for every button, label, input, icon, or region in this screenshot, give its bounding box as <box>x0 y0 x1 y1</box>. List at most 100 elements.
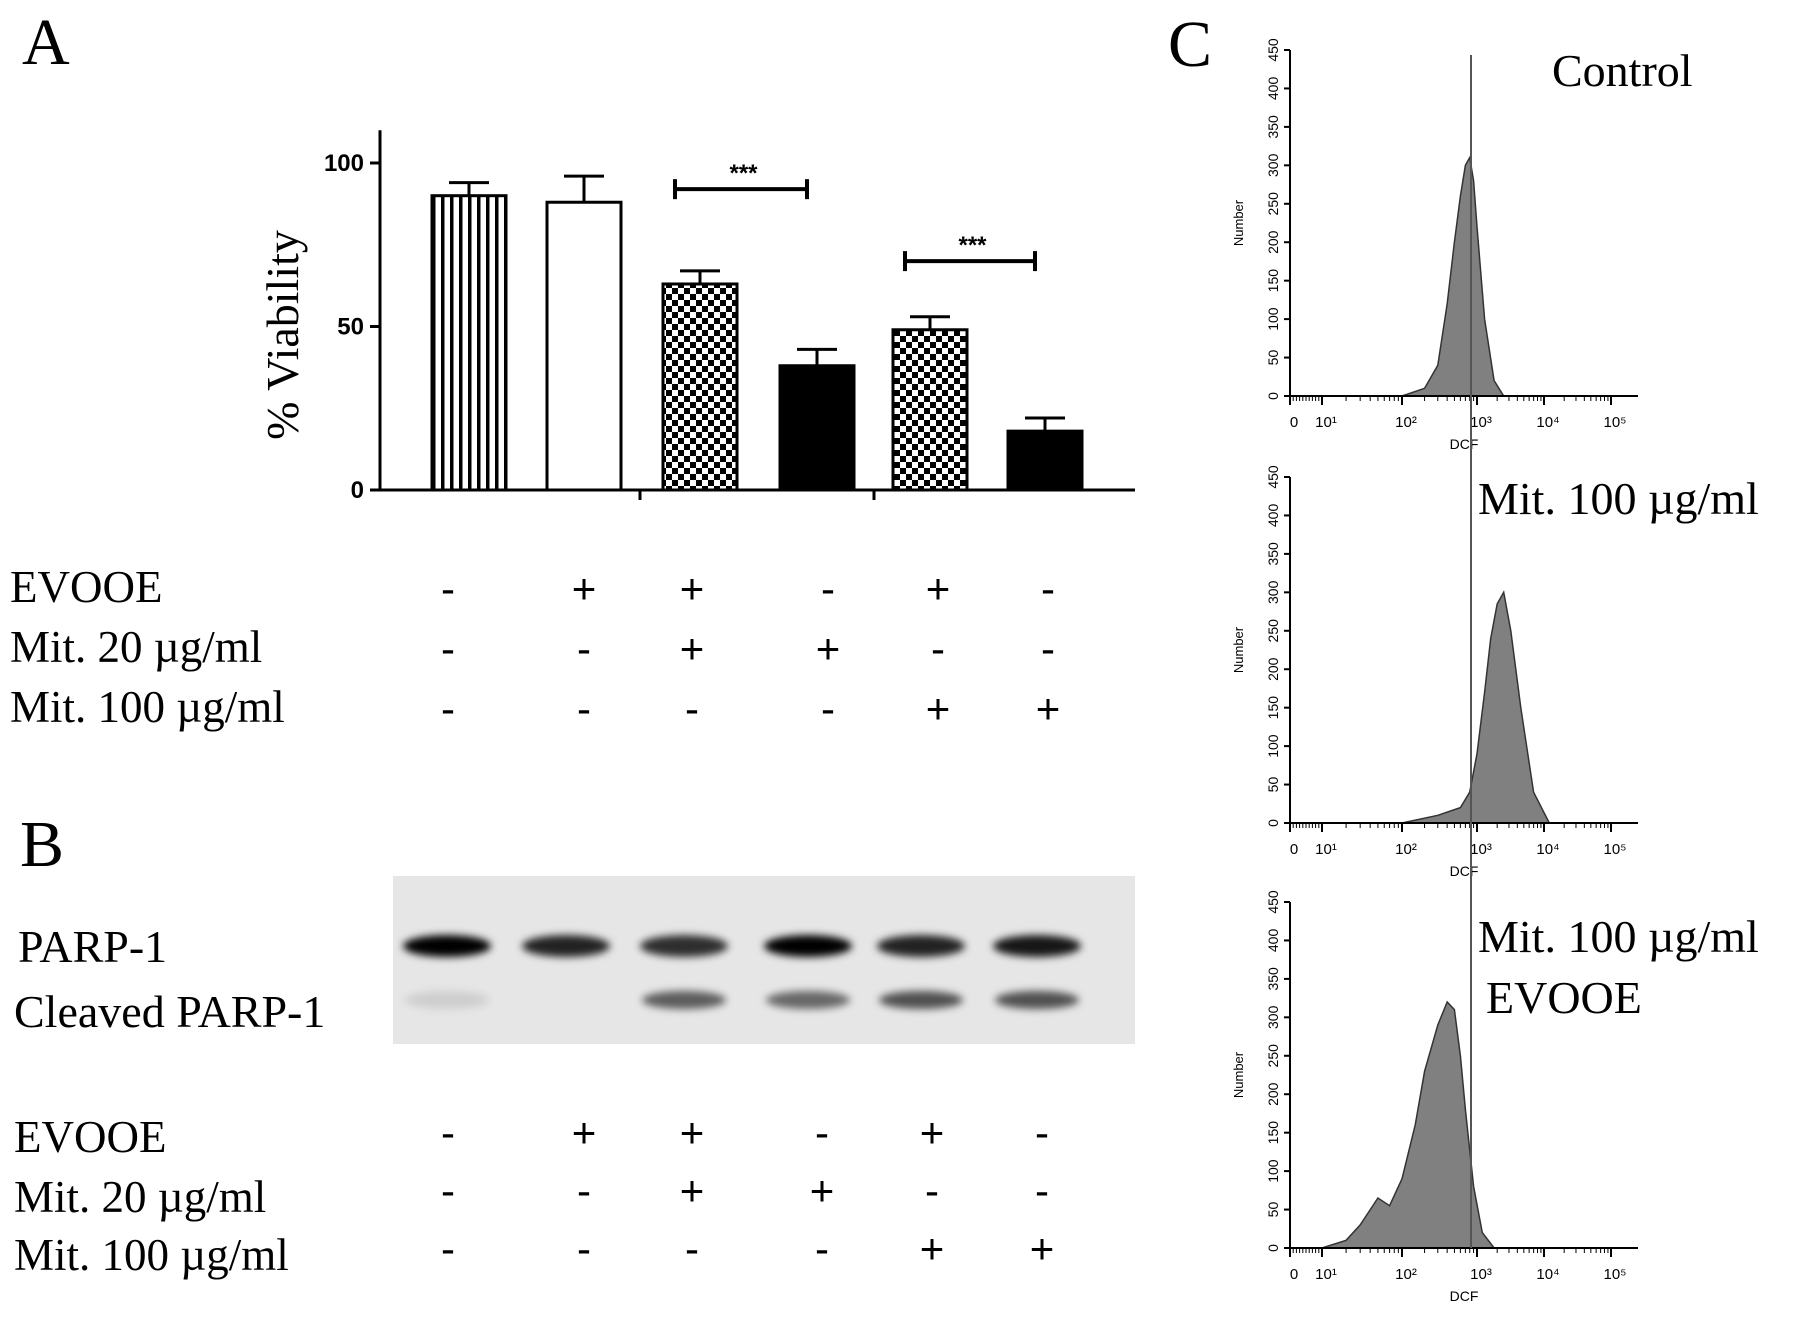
minus-sign: - <box>441 565 455 612</box>
cleaved-parp1-band <box>995 991 1079 1009</box>
x-tick-label: 0 <box>1290 841 1298 858</box>
parp1-band <box>403 935 491 957</box>
minus-sign: - <box>1035 1167 1049 1214</box>
parp1-band <box>522 935 610 957</box>
row-label-mit100: Mit. 100 µg/ml <box>10 682 285 732</box>
y-tick-label: 350 <box>1265 967 1281 991</box>
plus-sign: + <box>1035 685 1061 732</box>
bar <box>891 328 969 492</box>
minus-sign: - <box>441 625 455 672</box>
x-axis-label: DCF <box>1450 1288 1479 1304</box>
plus-sign: + <box>679 1167 705 1214</box>
x-tick-label: 10³ <box>1470 414 1492 431</box>
x-tick-label: 10² <box>1395 1266 1417 1283</box>
x-tick-label: 0 <box>1290 414 1298 431</box>
x-tick-label: 10⁴ <box>1536 1266 1559 1283</box>
x-tick-label: 10⁵ <box>1604 414 1627 431</box>
cleaved-parp1-band <box>642 991 726 1009</box>
minus-sign: - <box>441 1167 455 1214</box>
y-tick-label: 450 <box>1265 465 1281 489</box>
y-tick-label: 0 <box>351 477 364 504</box>
plus-sign: + <box>815 625 841 672</box>
y-tick-label: 0 <box>1265 819 1281 827</box>
y-tick-label: 50 <box>1265 350 1281 366</box>
histogram-label-control: Control <box>1552 45 1693 96</box>
x-tick-label: 10⁴ <box>1536 414 1559 431</box>
minus-sign: - <box>685 1225 699 1272</box>
plus-sign: + <box>679 625 705 672</box>
x-tick-label: 10³ <box>1470 841 1492 858</box>
plus-sign: + <box>919 1225 945 1272</box>
minus-sign: - <box>815 1109 829 1156</box>
y-tick-label: 100 <box>1265 734 1281 758</box>
row-label-evooe: EVOOE <box>14 1112 167 1162</box>
histogram-area <box>1401 590 1550 824</box>
cleaved-parp1-band <box>879 991 963 1009</box>
x-tick-label: 10² <box>1395 414 1417 431</box>
band-label-cleaved-parp1: Cleaved PARP-1 <box>14 986 326 1037</box>
y-tick-label: 400 <box>1265 77 1281 101</box>
minus-sign: - <box>821 565 835 612</box>
parp1-band <box>993 935 1081 957</box>
plus-sign: + <box>1029 1225 1055 1272</box>
minus-sign: - <box>1035 1109 1049 1156</box>
row-label-mit100: Mit. 100 µg/ml <box>14 1230 289 1280</box>
bar <box>545 200 623 492</box>
y-axis-label: Number <box>1231 1051 1246 1098</box>
y-tick-label: 50 <box>1265 777 1281 793</box>
plus-sign: + <box>925 565 951 612</box>
minus-sign: - <box>577 685 591 732</box>
minus-sign: - <box>441 1109 455 1156</box>
minus-sign: - <box>441 685 455 732</box>
histogram-label-mit100-evooe-line2: EVOOE <box>1486 972 1642 1023</box>
y-tick-label: 400 <box>1265 504 1281 528</box>
x-tick-label: 10¹ <box>1315 841 1337 858</box>
x-tick-label: 10¹ <box>1315 1266 1337 1283</box>
y-axis-label: Number <box>1231 626 1246 673</box>
parp1-band <box>877 935 965 957</box>
minus-sign: - <box>577 1225 591 1272</box>
y-tick-label: 150 <box>1265 696 1281 720</box>
plus-sign: + <box>571 565 597 612</box>
y-tick-label: 200 <box>1265 1082 1281 1106</box>
minus-sign: - <box>931 625 945 672</box>
minus-sign: - <box>1041 565 1055 612</box>
y-axis-label: Number <box>1231 199 1246 246</box>
x-tick-label: 10¹ <box>1315 414 1337 431</box>
histogram-label-mit100-evooe-line1: Mit. 100 µg/ml <box>1478 911 1759 962</box>
minus-sign: - <box>821 685 835 732</box>
row-label-mit20: Mit. 20 µg/ml <box>14 1172 267 1222</box>
minus-sign: - <box>441 1225 455 1272</box>
y-axis-label: % Viability <box>257 230 308 440</box>
minus-sign: - <box>577 1167 591 1214</box>
y-tick-label: 250 <box>1265 192 1281 216</box>
y-tick-label: 100 <box>1265 1159 1281 1183</box>
plus-sign: + <box>571 1109 597 1156</box>
histogram-area <box>1401 155 1506 397</box>
bar <box>661 282 739 492</box>
x-tick-label: 10⁴ <box>1536 841 1559 858</box>
y-tick-label: 300 <box>1265 153 1281 177</box>
x-tick-label: 10³ <box>1470 1266 1492 1283</box>
plus-sign: + <box>809 1167 835 1214</box>
x-tick-label: 10⁵ <box>1604 841 1627 858</box>
y-tick-label: 200 <box>1265 657 1281 681</box>
y-tick-label: 450 <box>1265 890 1281 914</box>
minus-sign: - <box>685 685 699 732</box>
significance-label: *** <box>729 160 758 187</box>
row-label-evooe: EVOOE <box>10 562 163 612</box>
y-tick-label: 100 <box>1265 307 1281 331</box>
plus-sign: + <box>679 1109 705 1156</box>
y-tick-label: 300 <box>1265 1005 1281 1029</box>
x-axis-label: DCF <box>1450 436 1479 452</box>
panel-label-a: A <box>22 6 70 79</box>
y-tick-label: 200 <box>1265 230 1281 254</box>
y-tick-label: 250 <box>1265 619 1281 643</box>
y-tick-label: 150 <box>1265 269 1281 293</box>
y-tick-label: 250 <box>1265 1044 1281 1068</box>
y-tick-label: 450 <box>1265 38 1281 62</box>
plus-sign: + <box>925 685 951 732</box>
x-tick-label: 10⁵ <box>1604 1266 1627 1283</box>
